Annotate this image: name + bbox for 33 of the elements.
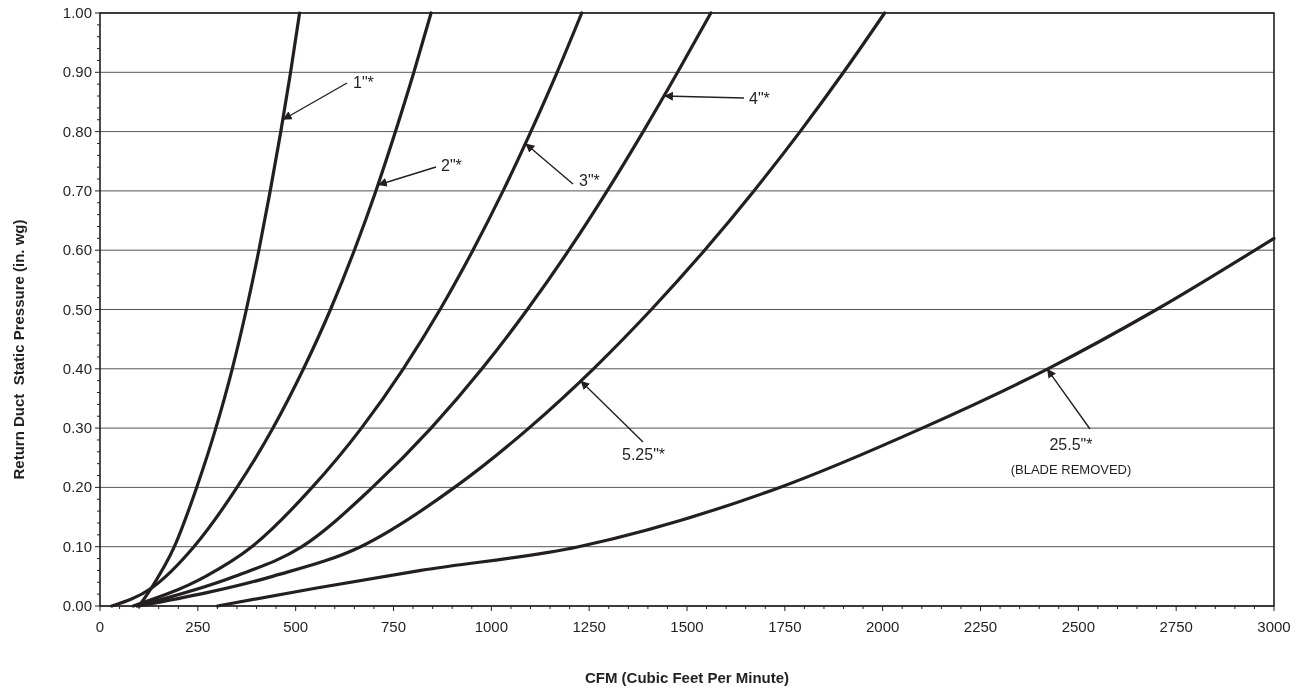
y-tick-label: 1.00 [62, 4, 92, 21]
x-tick-label: 2500 [1061, 618, 1096, 635]
x-tick-label: 1500 [670, 618, 704, 635]
annotation: 25.5"* [1049, 436, 1093, 453]
x-tick-label: 2750 [1159, 618, 1193, 635]
x-tick-label: 2000 [865, 618, 900, 635]
y-tick-label: 0.90 [62, 63, 92, 81]
y-tick-label: 0.10 [62, 537, 92, 555]
annotation: 3"* [579, 172, 600, 189]
y-tick-label: 0.50 [62, 300, 92, 318]
x-axis-title: CFM (Cubic Feet Per Minute) [584, 669, 790, 686]
x-tick-label: 1250 [572, 618, 606, 635]
y-tick-label: 0.30 [62, 419, 92, 437]
y-axis-title: Return Duct Static Pressure (in. wg) [10, 219, 27, 480]
x-tick-label: 2250 [963, 618, 998, 635]
x-tick-label: 500 [283, 618, 309, 635]
annotation: (BLADE REMOVED) [1010, 462, 1132, 477]
y-tick-label: 0.20 [62, 478, 92, 496]
x-tick-label: 750 [380, 618, 407, 635]
y-tick-label: 0.80 [62, 122, 92, 140]
x-tick-label: 1000 [474, 618, 509, 635]
y-tick-label: 0.00 [62, 597, 92, 614]
annotation: 2"* [441, 157, 462, 174]
annotation: 5.25"* [622, 446, 666, 463]
x-tick-label: 250 [185, 618, 211, 635]
x-tick-label: 1750 [768, 618, 802, 635]
y-tick-label: 0.60 [62, 241, 92, 259]
y-tick-label: 0.40 [62, 359, 92, 377]
x-tick-label: 3000 [1257, 618, 1291, 635]
annotation: 4"* [749, 90, 770, 107]
y-tick-label: 0.70 [62, 181, 92, 199]
x-tick-label: 0 [95, 618, 105, 635]
annotation: 1"* [353, 74, 374, 91]
